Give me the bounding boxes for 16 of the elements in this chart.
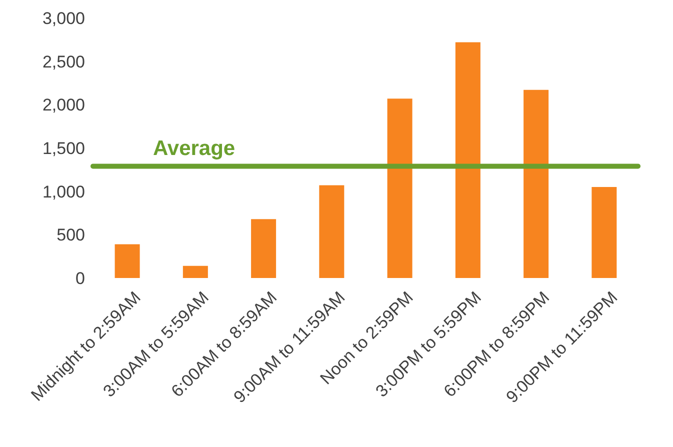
y-tick-label: 1,000 [42,182,85,202]
y-tick-label: 2,500 [42,52,85,72]
y-tick-label: 0 [76,269,85,288]
bar [319,185,344,278]
y-tick-label: 3,000 [42,9,85,28]
y-tick-label: 500 [56,226,85,245]
bar [387,98,412,278]
bar [592,187,617,278]
y-tick-label: 1,500 [42,139,85,158]
y-tick-label: 2,000 [42,96,85,115]
bar [114,244,140,278]
ref-line-label: Average [153,137,236,160]
bar [182,266,208,278]
bar [251,219,276,278]
bar [524,90,549,278]
bar [455,42,480,278]
